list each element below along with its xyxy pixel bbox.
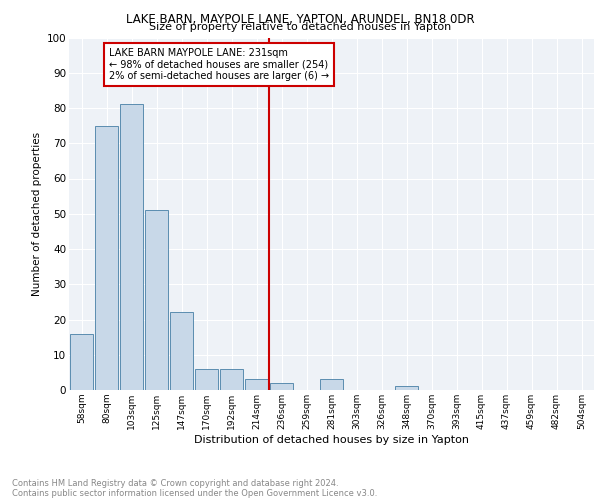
Bar xyxy=(70,334,93,390)
Text: LAKE BARN MAYPOLE LANE: 231sqm
← 98% of detached houses are smaller (254)
2% of : LAKE BARN MAYPOLE LANE: 231sqm ← 98% of … xyxy=(109,48,329,82)
Bar xyxy=(120,104,143,390)
Bar xyxy=(320,380,343,390)
Text: Contains public sector information licensed under the Open Government Licence v3: Contains public sector information licen… xyxy=(12,488,377,498)
Text: Contains HM Land Registry data © Crown copyright and database right 2024.: Contains HM Land Registry data © Crown c… xyxy=(12,478,338,488)
Bar xyxy=(270,383,293,390)
X-axis label: Distribution of detached houses by size in Yapton: Distribution of detached houses by size … xyxy=(194,434,469,444)
Bar xyxy=(395,386,418,390)
Bar xyxy=(145,210,168,390)
Bar xyxy=(170,312,193,390)
Bar xyxy=(220,369,243,390)
Text: Size of property relative to detached houses in Yapton: Size of property relative to detached ho… xyxy=(149,22,451,32)
Bar xyxy=(95,126,118,390)
Bar xyxy=(195,369,218,390)
Bar xyxy=(245,380,268,390)
Y-axis label: Number of detached properties: Number of detached properties xyxy=(32,132,43,296)
Text: LAKE BARN, MAYPOLE LANE, YAPTON, ARUNDEL, BN18 0DR: LAKE BARN, MAYPOLE LANE, YAPTON, ARUNDEL… xyxy=(125,12,475,26)
